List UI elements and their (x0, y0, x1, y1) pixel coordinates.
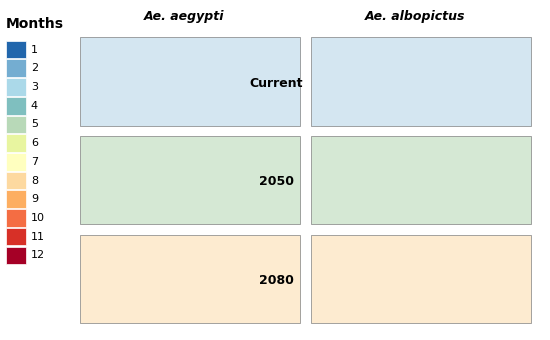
Text: 5: 5 (31, 119, 38, 130)
Text: 9: 9 (31, 194, 38, 204)
Text: 11: 11 (31, 232, 45, 242)
Text: 10: 10 (31, 213, 45, 223)
Text: 4: 4 (31, 101, 38, 111)
Text: 2080: 2080 (258, 274, 294, 287)
Text: 2050: 2050 (258, 175, 294, 188)
Text: 3: 3 (31, 82, 38, 92)
Text: 2: 2 (31, 63, 38, 73)
Text: Months: Months (6, 17, 63, 31)
Text: 6: 6 (31, 138, 38, 148)
Text: 12: 12 (31, 250, 45, 260)
Text: Ae. aegypti: Ae. aegypti (144, 10, 224, 23)
Text: 8: 8 (31, 175, 38, 186)
Text: 1: 1 (31, 45, 38, 55)
Text: Current: Current (249, 77, 303, 90)
Text: Ae. albopictus: Ae. albopictus (365, 10, 465, 23)
Text: 7: 7 (31, 157, 38, 167)
